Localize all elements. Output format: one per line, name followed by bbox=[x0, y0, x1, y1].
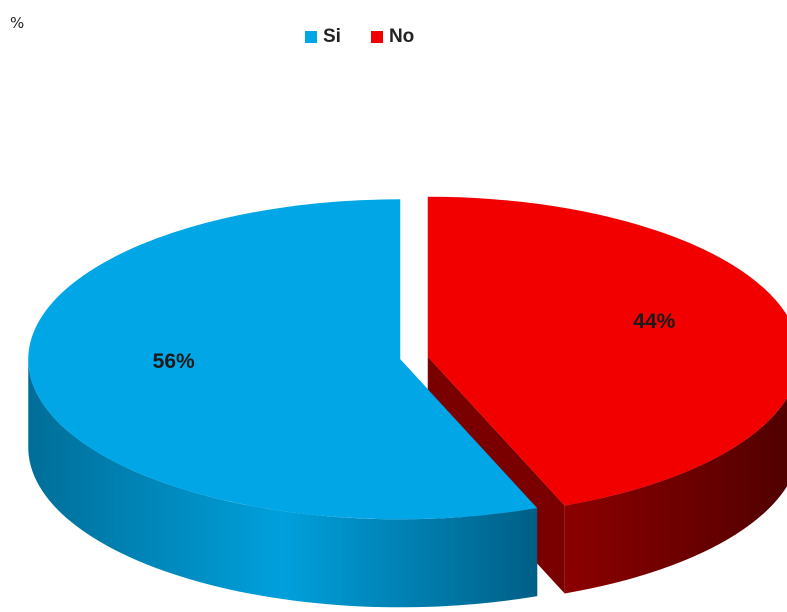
legend-swatch-si bbox=[305, 31, 317, 43]
legend-item-no: No bbox=[370, 26, 415, 48]
data-label-si: 56% bbox=[153, 350, 195, 373]
legend-swatch-no bbox=[370, 31, 383, 43]
legend-label-no: No bbox=[388, 26, 415, 47]
percent-label: % bbox=[10, 14, 25, 32]
legend: Si No bbox=[305, 26, 414, 48]
legend-item-si: Si bbox=[305, 26, 341, 48]
pie-side-no bbox=[564, 398, 787, 594]
pie-slice-no bbox=[427, 196, 787, 506]
legend-label-si: Si bbox=[323, 26, 341, 47]
data-label-no: 44% bbox=[633, 310, 675, 333]
pie-side-si bbox=[28, 359, 538, 608]
pie-slice-si bbox=[28, 199, 538, 520]
